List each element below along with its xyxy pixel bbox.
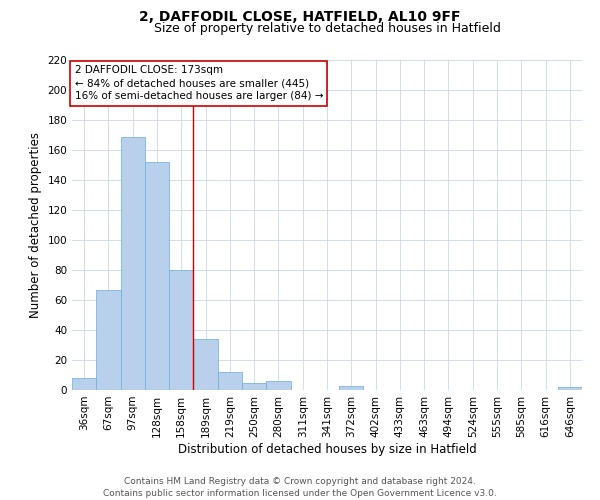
Title: Size of property relative to detached houses in Hatfield: Size of property relative to detached ho… — [154, 22, 500, 35]
Bar — [242, 382, 266, 390]
Bar — [169, 270, 193, 390]
Bar — [145, 162, 169, 390]
Bar — [266, 381, 290, 390]
Bar — [72, 378, 96, 390]
Text: 2 DAFFODIL CLOSE: 173sqm
← 84% of detached houses are smaller (445)
16% of semi-: 2 DAFFODIL CLOSE: 173sqm ← 84% of detach… — [74, 65, 323, 102]
Y-axis label: Number of detached properties: Number of detached properties — [29, 132, 42, 318]
X-axis label: Distribution of detached houses by size in Hatfield: Distribution of detached houses by size … — [178, 442, 476, 456]
Bar — [218, 372, 242, 390]
Text: Contains HM Land Registry data © Crown copyright and database right 2024.
Contai: Contains HM Land Registry data © Crown c… — [103, 476, 497, 498]
Bar — [339, 386, 364, 390]
Bar — [96, 290, 121, 390]
Bar — [121, 136, 145, 390]
Text: 2, DAFFODIL CLOSE, HATFIELD, AL10 9FF: 2, DAFFODIL CLOSE, HATFIELD, AL10 9FF — [139, 10, 461, 24]
Bar — [558, 387, 582, 390]
Bar — [193, 339, 218, 390]
